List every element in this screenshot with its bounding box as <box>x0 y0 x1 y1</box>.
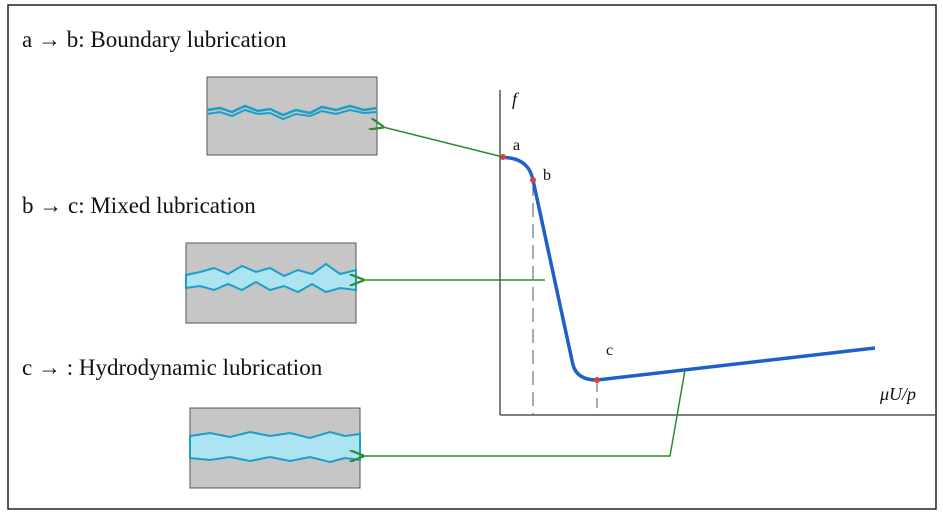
surface-box <box>189 407 361 489</box>
regime-label: c → : Hydrodynamic lubrication <box>22 355 323 380</box>
point-label: c <box>606 342 613 359</box>
stribeck-curve <box>499 155 876 382</box>
point-label: a <box>513 137 520 154</box>
frame <box>7 4 937 510</box>
regime-label: a → b: Boundary lubrication <box>22 27 287 52</box>
regime-label: b → c: Mixed lubrication <box>22 193 256 218</box>
point <box>594 377 600 383</box>
y-axis-label: f <box>512 89 520 109</box>
axes <box>499 90 936 416</box>
point <box>530 177 536 183</box>
arrows <box>363 127 686 456</box>
x-axis-label: μU/p <box>879 384 916 404</box>
point-label: b <box>543 167 551 184</box>
surface-box <box>185 242 357 324</box>
surface-box <box>206 76 378 156</box>
